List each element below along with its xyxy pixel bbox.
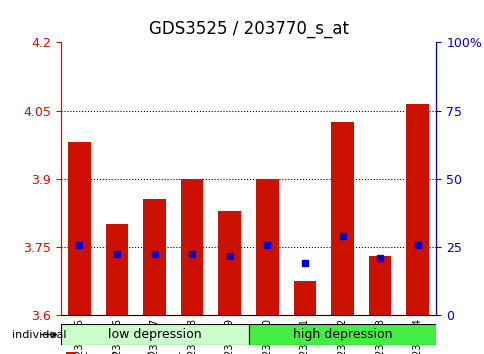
Bar (293, 281, 316, 315)
Bar (406, 104, 428, 315)
Bar (331, 122, 353, 315)
Bar (143, 199, 166, 315)
Bar (218, 211, 241, 315)
Bar (68, 142, 91, 315)
Bar (368, 256, 391, 315)
Bar (181, 179, 203, 315)
Bar (256, 179, 278, 315)
Title: GDS3525 / 203770_s_at: GDS3525 / 203770_s_at (148, 21, 348, 39)
Text: low depression: low depression (107, 328, 201, 341)
Text: individual: individual (12, 330, 66, 339)
Bar (248, 324, 436, 345)
Bar (60, 324, 248, 345)
Bar (106, 224, 128, 315)
Text: high depression: high depression (292, 328, 392, 341)
Legend: transformed count, percentile rank within the sample: transformed count, percentile rank withi… (66, 352, 260, 354)
